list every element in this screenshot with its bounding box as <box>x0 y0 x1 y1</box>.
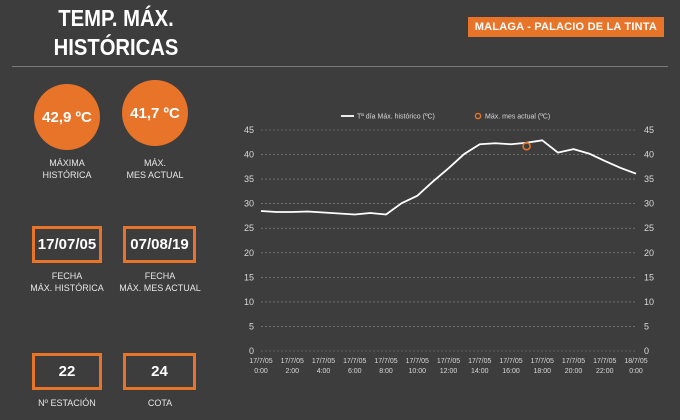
y-tick-label-right: 25 <box>644 223 654 233</box>
max-historic-circle: 42,9 ºC <box>34 84 100 150</box>
y-tick-label-right: 35 <box>644 174 654 184</box>
y-tick-label-left: 45 <box>244 125 254 135</box>
date-historic-value: 17/07/05 <box>37 236 97 253</box>
legend-label-historic: Tª día Máx. histórico (ºC) <box>357 114 435 121</box>
y-tick-label-right: 40 <box>644 150 654 160</box>
y-tick-label-left: 10 <box>244 297 254 307</box>
station-label: Nº ESTACIÓN <box>38 398 96 408</box>
y-tick-label-right: 30 <box>644 199 654 209</box>
x-tick-label-time: 4:00 <box>317 368 331 375</box>
y-tick-label-left: 20 <box>244 248 254 258</box>
x-tick-label-date: 17/7/05 <box>468 358 491 365</box>
elevation-label: COTA <box>147 398 173 408</box>
x-tick-label-date: 17/7/05 <box>499 358 522 365</box>
series-point-month-max <box>522 141 531 151</box>
y-tick-label-left: 35 <box>244 174 254 184</box>
x-tick-label-date: 17/7/05 <box>312 358 335 365</box>
y-tick-label-right: 5 <box>644 321 649 331</box>
temperature-chart: 0 0 5 5 10 10 15 15 20 20 25 25 30 30 35 35 40 40 45 45 17/7… <box>226 100 680 390</box>
elevation-box: 24 <box>123 353 196 390</box>
max-month-circle: 41,7 ºC <box>122 80 188 146</box>
y-tick-label-right: 10 <box>644 297 654 307</box>
date-month-box: 07/08/19 <box>123 226 196 263</box>
max-historic-label: MÁXIMA HISTÓRICA <box>42 158 92 180</box>
max-month-label: MÁX. MES ACTUAL <box>126 158 184 180</box>
x-tick-label-date: 17/7/05 <box>343 358 366 365</box>
date-historic-label: FECHA MÁX. HISTÓRICA <box>30 271 104 293</box>
y-tick-label-left: 30 <box>244 199 254 209</box>
y-tick-label-right: 0 <box>644 346 649 356</box>
x-tick-label-date: 17/7/05 <box>562 358 585 365</box>
series-line-historic <box>260 139 637 216</box>
x-tick-label-time: 2:00 <box>285 368 299 375</box>
y-tick-label-right: 15 <box>644 272 654 282</box>
page-title: TEMP. MÁX. HISTÓRICAS <box>14 4 218 62</box>
date-month-label: FECHA MÁX. MES ACTUAL <box>119 271 201 293</box>
max-month-value: 41,7 ºC <box>130 104 180 122</box>
x-tick-label-date: 17/7/05 <box>406 358 429 365</box>
x-tick-label-time: 10:00 <box>408 368 426 375</box>
page-title-line1: TEMP. MÁX. <box>58 5 174 31</box>
legend-label-month: Máx. mes actual (ºC) <box>485 114 550 121</box>
x-tick-label-date: 17/7/05 <box>437 358 460 365</box>
x-tick-label-time: 14:00 <box>471 368 489 375</box>
legend-marker-swatch <box>474 112 482 120</box>
max-historic-value: 42,9 ºC <box>42 108 92 126</box>
x-tick-label-date: 17/7/05 <box>249 358 272 365</box>
x-tick-label-time: 20:00 <box>565 368 583 375</box>
x-tick-label-time: 6:00 <box>348 368 362 375</box>
y-tick-label-right: 45 <box>644 125 654 135</box>
location-badge: MALAGA - PALACIO DE LA TINTA <box>467 17 664 37</box>
temperature-chart-svg: 0 0 5 5 10 10 15 15 20 20 25 25 30 30 35 35 40 40 45 45 17/7… <box>244 112 654 375</box>
station-value: 22 <box>58 363 76 380</box>
x-tick-label-time: 0:00 <box>254 368 268 375</box>
station-box: 22 <box>32 353 102 390</box>
y-tick-label-right: 20 <box>644 248 654 258</box>
y-tick-label-left: 25 <box>244 223 254 233</box>
x-tick-label-date: 17/7/05 <box>374 358 397 365</box>
x-tick-label-time: 16:00 <box>502 368 520 375</box>
x-tick-label-time: 22:00 <box>596 368 614 375</box>
x-tick-label-date: 17/7/05 <box>531 358 554 365</box>
x-tick-label-time: 12:00 <box>440 368 458 375</box>
y-tick-label-left: 0 <box>249 346 254 356</box>
elevation-value: 24 <box>151 363 168 380</box>
header-divider <box>12 66 668 67</box>
x-tick-label-time: 0:00 <box>629 368 643 375</box>
y-tick-label-left: 5 <box>249 321 254 331</box>
x-tick-label-date: 17/7/05 <box>593 358 616 365</box>
date-month-value: 07/08/19 <box>130 236 189 253</box>
x-tick-label-time: 8:00 <box>379 368 393 375</box>
x-tick-label-date: 18/7/05 <box>624 358 647 365</box>
y-tick-label-left: 40 <box>244 150 254 160</box>
page-title-line2: HISTÓRICAS <box>53 34 179 60</box>
y-tick-label-left: 15 <box>244 272 254 282</box>
x-tick-label-time: 18:00 <box>533 368 551 375</box>
date-historic-box: 17/07/05 <box>32 226 102 263</box>
x-tick-label-date: 17/7/05 <box>281 358 304 365</box>
